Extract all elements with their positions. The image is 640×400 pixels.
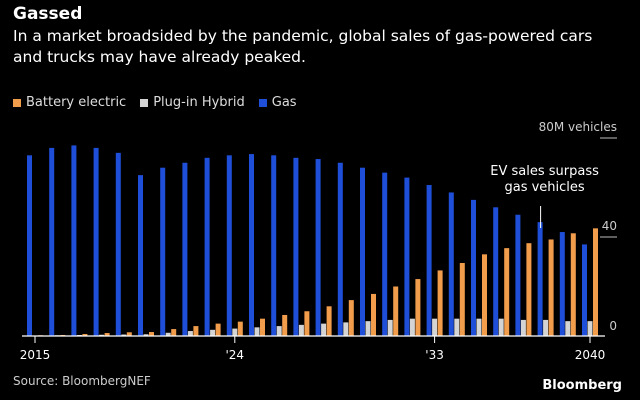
bar-plug-in-hybrid-2039 <box>565 321 571 336</box>
bar-plug-in-hybrid-2026 <box>276 326 282 336</box>
legend-swatch-gas <box>258 98 267 107</box>
y-tick-label: 80M vehicles <box>539 120 617 134</box>
x-tick-label: 2015 <box>20 348 51 362</box>
bar-battery-electric-2027 <box>304 311 310 336</box>
bar-battery-electric-2029 <box>348 300 354 336</box>
bar-gas-2036 <box>493 207 499 336</box>
bar-gas-2026 <box>271 155 277 336</box>
legend-swatch-battery-electric <box>13 98 21 107</box>
bar-battery-electric-2034 <box>459 262 465 336</box>
bar-gas-2016 <box>49 147 55 336</box>
chart-title: Gassed <box>13 4 83 24</box>
bar-plug-in-hybrid-2033 <box>432 318 438 336</box>
legend-item-gas: Gas <box>258 95 297 110</box>
legend-label-battery-electric: Battery electric <box>26 95 127 110</box>
bar-gas-2028 <box>315 159 321 336</box>
bar-battery-electric-2032 <box>415 279 421 336</box>
brand-logo: Bloomberg <box>542 378 622 393</box>
bar-battery-electric-2022 <box>193 326 199 336</box>
bar-plug-in-hybrid-2036 <box>498 318 504 336</box>
legend-label-plug-in-hybrid: Plug-in Hybrid <box>153 95 245 110</box>
bar-gas-2018 <box>93 147 99 336</box>
bar-battery-electric-2025 <box>260 318 265 336</box>
bar-plug-in-hybrid-2023 <box>210 329 216 336</box>
bar-gas-2031 <box>382 172 388 336</box>
annotation-text: EV sales surpass <box>490 164 599 179</box>
bar-plug-in-hybrid-2030 <box>365 321 371 336</box>
legend-item-plug-in-hybrid: Plug-in Hybrid <box>140 95 245 110</box>
legend: Battery electric Plug-in Hybrid Gas <box>13 95 297 110</box>
bar-gas-2038 <box>537 222 543 336</box>
bar-battery-electric-2026 <box>282 314 288 336</box>
bar-gas-2015 <box>27 155 32 336</box>
bar-battery-electric-2030 <box>371 293 376 336</box>
annotation-text: gas vehicles <box>504 180 584 195</box>
bar-plug-in-hybrid-2037 <box>520 319 526 336</box>
bar-battery-electric-2017 <box>82 334 88 336</box>
bar-gas-2024 <box>226 155 232 336</box>
bar-plug-in-hybrid-2038 <box>543 319 549 336</box>
x-tick-label: 2040 <box>575 348 606 362</box>
source-note: Source: BloombergNEF <box>13 374 151 388</box>
bar-plug-in-hybrid-2021 <box>165 332 171 336</box>
bar-plug-in-hybrid-2028 <box>321 323 327 336</box>
chart-subtitle: In a market broadsided by the pandemic, … <box>13 27 593 66</box>
bar-gas-2025 <box>249 154 254 336</box>
bar-plug-in-hybrid-2018 <box>99 334 105 336</box>
legend-item-battery-electric: Battery electric <box>13 95 126 110</box>
bar-gas-2020 <box>138 175 143 336</box>
bar-battery-electric-2035 <box>482 254 487 336</box>
bar-gas-2030 <box>360 167 365 336</box>
bar-gas-2040 <box>582 244 587 336</box>
bar-gas-2019 <box>115 152 121 336</box>
bar-battery-electric-2036 <box>504 248 510 336</box>
bar-plug-in-hybrid-2024 <box>232 328 238 336</box>
bar-plug-in-hybrid-2022 <box>187 331 193 336</box>
bar-plug-in-hybrid-2032 <box>409 318 415 336</box>
bar-gas-2037 <box>515 214 521 336</box>
bar-gas-2022 <box>182 162 188 336</box>
bar-gas-2032 <box>404 177 410 336</box>
bar-battery-electric-2021 <box>171 329 177 336</box>
x-tick-label: '33 <box>425 348 444 362</box>
bar-battery-electric-2020 <box>149 332 154 336</box>
legend-swatch-plug-in-hybrid <box>140 98 149 107</box>
y-tick-label: 0 <box>609 319 617 333</box>
bar-gas-2034 <box>448 192 454 336</box>
bar-battery-electric-2023 <box>215 323 221 336</box>
bar-battery-electric-2038 <box>548 239 554 336</box>
bar-battery-electric-2028 <box>326 306 332 336</box>
bar-gas-2027 <box>293 157 299 336</box>
y-tick-label: 40 <box>602 219 617 233</box>
bar-plug-in-hybrid-2040 <box>587 321 593 336</box>
bar-plug-in-hybrid-2035 <box>476 318 482 336</box>
bar-gas-2023 <box>204 157 210 336</box>
bar-battery-electric-2039 <box>570 233 576 336</box>
bar-battery-electric-2024 <box>237 321 243 336</box>
bar-battery-electric-2031 <box>393 286 399 336</box>
bar-battery-electric-2019 <box>126 332 132 336</box>
bar-plug-in-hybrid-2019 <box>121 334 127 336</box>
bar-gas-2017 <box>71 145 77 336</box>
x-tick-label: '24 <box>226 348 245 362</box>
bar-plug-in-hybrid-2034 <box>454 318 460 336</box>
bar-gas-2035 <box>471 199 476 336</box>
bar-gas-2033 <box>426 185 432 336</box>
bar-battery-electric-2033 <box>437 270 443 336</box>
bar-battery-electric-2040 <box>593 228 598 336</box>
legend-label-gas: Gas <box>271 95 297 110</box>
bar-gas-2029 <box>337 162 343 336</box>
bar-battery-electric-2037 <box>526 243 532 336</box>
bar-gas-2039 <box>559 232 565 336</box>
bar-battery-electric-2018 <box>104 333 110 336</box>
bar-plug-in-hybrid-2027 <box>298 324 304 336</box>
bar-plug-in-hybrid-2025 <box>254 327 260 336</box>
bar-plug-in-hybrid-2029 <box>343 322 349 336</box>
bar-gas-2021 <box>160 167 166 336</box>
bar-plug-in-hybrid-2020 <box>143 334 149 336</box>
bar-plug-in-hybrid-2031 <box>387 319 393 336</box>
